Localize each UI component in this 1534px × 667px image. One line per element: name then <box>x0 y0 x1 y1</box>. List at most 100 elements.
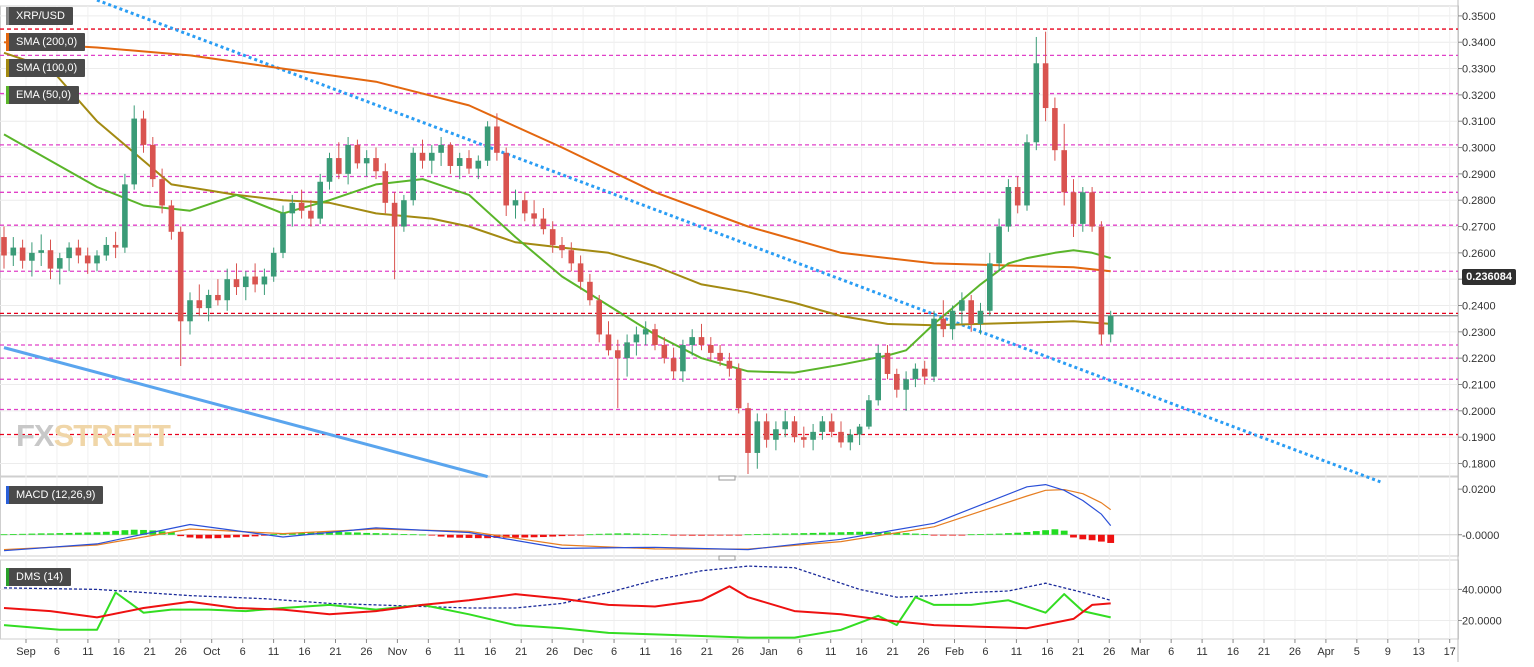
ema50-label[interactable]: EMA (50,0) <box>6 86 80 104</box>
candle-body <box>140 118 147 145</box>
candle-body <box>336 158 342 174</box>
macd-histogram-bar <box>93 532 101 535</box>
x-tick-label: 16 <box>670 646 682 658</box>
last-price-tag: 0.236084 <box>1462 269 1516 285</box>
panel-frame <box>0 559 1459 640</box>
macd-histogram-bar <box>1107 534 1115 543</box>
macd-histogram-bar <box>326 532 333 535</box>
x-tick-label: 11 <box>82 646 93 658</box>
macd-histogram-bar <box>242 534 250 537</box>
x-tick-label: Sep <box>16 646 36 658</box>
macd-histogram-bar <box>363 532 371 535</box>
candle-body <box>577 263 584 282</box>
y-tick-label: 0.2200 <box>1462 353 1496 365</box>
macd-histogram-bar <box>623 533 631 535</box>
macd-histogram-bar <box>912 533 919 535</box>
candle-body <box>847 434 854 443</box>
candle-body <box>726 360 733 369</box>
macd-line <box>3 484 1112 552</box>
y-tick-label: 0.3400 <box>1462 37 1496 49</box>
macd-histogram-bar <box>735 534 743 536</box>
macd-histogram-bar <box>865 531 873 535</box>
candle-body <box>568 250 575 264</box>
macd-histogram-bar <box>474 534 482 539</box>
candle-body <box>475 160 482 169</box>
candle-body <box>531 213 537 219</box>
candle-body <box>717 352 723 361</box>
macd-histogram-bar <box>140 529 147 535</box>
macd-histogram-bar <box>939 534 947 536</box>
candle-body <box>484 126 491 161</box>
panel-resize-handle <box>718 475 736 481</box>
x-tick-label: Oct <box>203 646 220 658</box>
candle-body <box>1070 192 1077 224</box>
candle-body <box>698 337 705 345</box>
symbol-label[interactable]: XRP/USD <box>6 7 73 25</box>
dotted-trendline <box>96 0 1381 484</box>
candle-body <box>1089 192 1095 227</box>
macd-histogram-bar <box>642 533 650 535</box>
candle-body <box>1024 142 1030 206</box>
macd-label[interactable]: MACD (12,26,9) <box>6 486 104 504</box>
macd-histogram-bar <box>56 533 64 535</box>
macd-histogram-bar <box>670 534 677 536</box>
macd-histogram-bar <box>298 532 305 535</box>
macd-histogram-bar <box>428 534 436 536</box>
candle-body <box>1005 187 1012 227</box>
macd-histogram-bar <box>335 532 343 535</box>
x-tick-label: 21 <box>701 646 713 658</box>
candle-body <box>270 252 277 277</box>
x-tick-label: 16 <box>298 646 310 658</box>
x-tick-label: 21 <box>329 646 341 658</box>
macd-histogram-bar <box>791 533 798 535</box>
y-tick-label: 0.3000 <box>1462 143 1496 155</box>
axes: 0.3500 0.3400 0.3300 0.3200 0.3100 0.3000 0.29… <box>16 11 1502 658</box>
ema50-line <box>3 133 1111 374</box>
macd-histogram-bar <box>195 534 203 539</box>
x-tick-label: 21 <box>1258 646 1270 658</box>
x-tick-label: 16 <box>1227 646 1239 658</box>
candle-body <box>652 329 658 345</box>
y-tick-label: 0.2300 <box>1462 327 1496 339</box>
candle-body <box>875 352 881 401</box>
macd-histogram-bar <box>381 533 389 535</box>
candle-body <box>1042 63 1049 109</box>
macd-histogram-bar <box>1098 534 1105 542</box>
panel-resize-handle <box>718 555 736 561</box>
candle-body <box>903 379 909 390</box>
candle-body <box>447 144 454 166</box>
y-tick-label: 0.2800 <box>1462 195 1496 207</box>
macd-y-tick-label: 0.0200 <box>1462 484 1496 496</box>
macd-histogram-bar <box>84 532 92 535</box>
sma200-label[interactable]: SMA (200,0) <box>6 33 86 51</box>
macd-histogram-bar <box>698 534 705 536</box>
dms-y-tick-label: 20.0000 <box>1462 615 1502 627</box>
x-tick-label: 6 <box>240 646 246 658</box>
candle-body <box>912 368 919 380</box>
candle-body <box>894 373 900 390</box>
candle-body <box>745 408 751 453</box>
candle-body <box>382 171 389 203</box>
candle-body <box>810 431 816 440</box>
candle-body <box>252 276 258 285</box>
candle-body <box>689 337 695 345</box>
candle-body <box>308 210 314 219</box>
candle-body <box>280 213 286 253</box>
candle-body <box>494 126 500 153</box>
candle-body <box>773 429 779 440</box>
sma100-label[interactable]: SMA (100,0) <box>6 59 86 77</box>
plus-di-line <box>3 591 1111 639</box>
macd-histogram-bar <box>9 534 17 535</box>
trendlines <box>3 0 1381 484</box>
macd-histogram-bar <box>288 532 296 535</box>
y-tick-label: 0.1900 <box>1462 432 1496 444</box>
x-tick-label: 6 <box>797 646 803 658</box>
x-tick-label: 6 <box>425 646 431 658</box>
x-tick-label: 6 <box>1168 646 1174 658</box>
dms-label[interactable]: DMS (14) <box>6 568 72 586</box>
sma100-swatch <box>6 59 9 77</box>
sma200-swatch <box>6 33 9 51</box>
candle-body <box>587 281 593 301</box>
macd-histogram-bar <box>1051 529 1059 535</box>
